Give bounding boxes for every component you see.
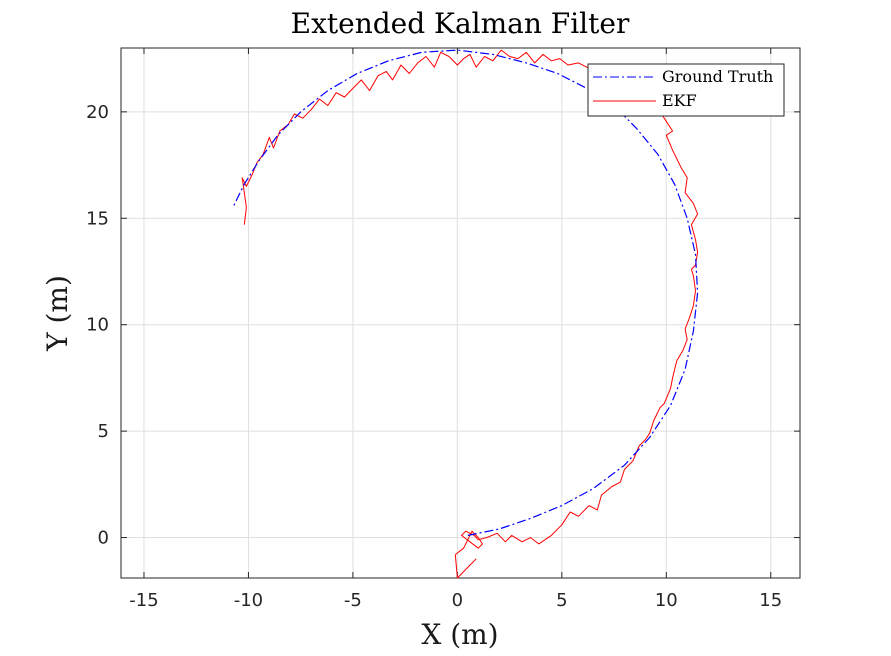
x-tick-label: 5 <box>556 590 567 611</box>
x-tick-label: 15 <box>759 590 782 611</box>
series-layer <box>233 49 699 579</box>
axis-tick-labels: -15 -10 -5 0 5 10 15 0 5 10 15 20 <box>86 102 782 611</box>
legend-label-ekf: EKF <box>662 91 697 110</box>
legend-label-ground-truth: Ground Truth <box>662 67 773 86</box>
legend: Ground Truth EKF <box>587 63 785 117</box>
x-tick-label: 10 <box>655 590 678 611</box>
x-tick-label: 0 <box>452 590 463 611</box>
x-axis-label: X (m) <box>421 618 498 651</box>
x-tick-label: -10 <box>234 590 263 611</box>
plot-area <box>120 47 801 579</box>
legend-box <box>587 63 785 117</box>
x-tick-label: -5 <box>344 590 362 611</box>
series-line-ground-truth <box>233 49 699 536</box>
y-tick-label: 10 <box>86 315 109 336</box>
y-axis-label: Y (m) <box>41 275 74 352</box>
y-tick-label: 20 <box>86 102 109 123</box>
y-tick-label: 0 <box>98 528 109 549</box>
chart-title: Extended Kalman Filter <box>291 7 630 40</box>
y-tick-label: 15 <box>86 208 109 229</box>
series-line-ekf <box>241 49 699 579</box>
x-tick-label: -15 <box>129 590 158 611</box>
y-tick-label: 5 <box>98 421 109 442</box>
